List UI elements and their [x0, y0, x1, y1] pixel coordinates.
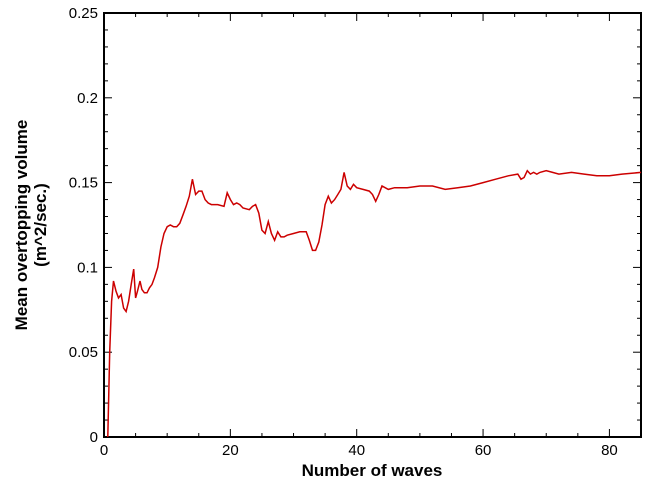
x-axis-title: Number of waves [302, 461, 443, 480]
y-tick-label: 0.05 [69, 344, 98, 361]
plot-frame [103, 12, 642, 438]
x-tick-label: 0 [100, 442, 108, 459]
y-axis-title-line1: Mean overtopping volume [12, 120, 31, 331]
x-tick-label: 40 [348, 442, 365, 459]
series-line [107, 169, 642, 438]
x-tick-label: 20 [222, 442, 239, 459]
x-tick-label: 80 [601, 442, 618, 459]
y-tick-label: 0.25 [69, 5, 98, 22]
y-tick-label: 0.1 [77, 259, 98, 276]
y-axis-title-line2: (m^2/sec.) [31, 183, 50, 267]
tick-marks [103, 12, 642, 438]
x-tick-label: 60 [475, 442, 492, 459]
tick-labels: 0 20 40 60 80 0 0.05 0.1 0.15 0.2 0.25 [69, 5, 618, 459]
y-tick-label: 0.15 [69, 175, 98, 192]
y-tick-label: 0 [90, 429, 98, 446]
y-tick-label: 0.2 [77, 90, 98, 107]
